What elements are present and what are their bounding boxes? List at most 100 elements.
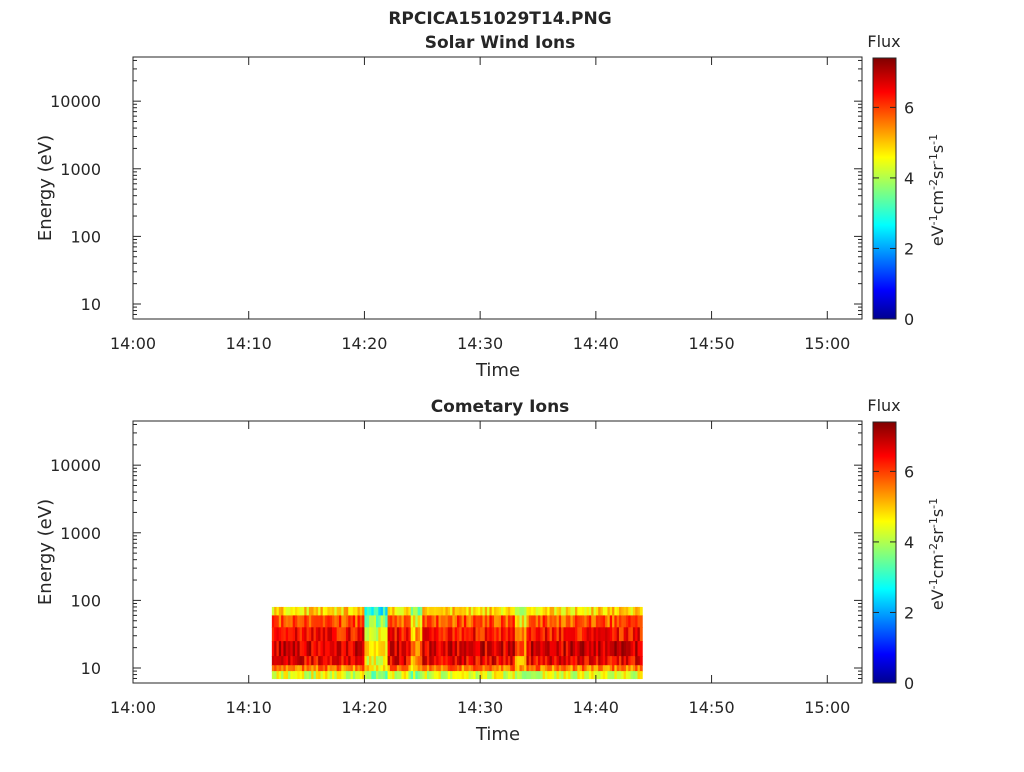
heatmap-cell [283,656,287,666]
heatmap-cell [623,671,627,680]
heatmap-cell [547,627,551,642]
heatmap-cell [477,641,481,657]
heatmap-cell [588,615,592,628]
heatmap-cell [503,615,507,628]
heatmap-cell [417,627,421,642]
heatmap-cell [563,656,567,666]
heatmap-cell [301,627,305,642]
heatmap-cell [466,606,470,616]
heatmap-cell [507,615,511,628]
heatmap-cell [538,627,541,642]
heatmap-cell [311,606,315,616]
heatmap-cell [468,606,472,616]
heatmap-cell [535,606,539,616]
heatmap-cell [507,665,511,672]
heatmap-cell [598,606,602,616]
heatmap-cell [635,606,639,616]
heatmap-cell [297,615,301,628]
heatmap-cell [609,671,613,680]
heatmap-cell [602,641,606,657]
heatmap-cell [410,665,414,672]
heatmap-cell [454,665,458,672]
heatmap-cell [325,615,328,628]
heatmap-cell [389,665,393,672]
heatmap-cell [299,606,303,616]
heatmap-cell [632,641,636,657]
heatmap-cell [297,656,301,666]
heatmap-cell [600,606,604,616]
heatmap-cell [306,606,310,616]
heatmap-cell [609,627,613,642]
heatmap-cell [554,656,558,666]
heatmap-cell [327,627,331,642]
heatmap-cell [443,665,447,672]
heatmap-cell [477,606,481,616]
heatmap-cell [565,665,569,672]
heatmap-cell [318,656,322,666]
heatmap-cell [538,606,541,616]
heatmap-cell [345,606,349,616]
heatmap-cell [554,606,558,616]
heatmap-cell [531,627,534,642]
heatmap-cell [614,606,618,616]
heatmap-cell [322,671,326,680]
heatmap-cell [369,656,372,666]
heatmap-cell [366,656,370,666]
heatmap-cell [572,627,576,642]
heatmap-cell [403,665,407,672]
heatmap-cell [345,641,349,657]
heatmap-cell [466,615,470,628]
heatmap-cell [371,671,375,680]
heatmap-cell [352,615,356,628]
heatmap-cell [558,671,562,680]
heatmap-cell [533,606,537,616]
heatmap-cell [598,656,602,666]
heatmap-cell [283,627,287,642]
heatmap-cell [600,656,604,666]
heatmap-cell [577,665,581,672]
heatmap-cell [487,606,490,616]
heatmap-cell [308,641,312,657]
x-tick-label: 14:50 [689,334,735,353]
heatmap-cell [380,656,384,666]
heatmap-cell [450,665,453,672]
heatmap-cell [445,656,449,666]
heatmap-cell [445,627,449,642]
heatmap-cell [494,656,497,666]
heatmap-cell [463,671,467,680]
heatmap-cell [514,627,518,642]
heatmap-cell [382,671,386,680]
heatmap-cell [406,615,409,628]
heatmap-cell [438,665,442,672]
heatmap-cell [271,665,275,672]
heatmap-cell [389,671,393,680]
heatmap-cell [371,627,375,642]
heatmap-cell [621,641,625,657]
heatmap-cell [595,627,599,642]
heatmap-cell [607,656,611,666]
heatmap-cell [480,671,484,680]
heatmap-cell [487,627,490,642]
heatmap-cell [440,606,444,616]
heatmap-cell [452,641,456,657]
x-axis-label: Time [475,360,520,381]
heatmap-cell [336,627,340,642]
heatmap-cell [352,641,356,657]
heatmap-cell [586,606,590,616]
heatmap-cell [357,615,361,628]
heatmap-cell [292,665,296,672]
heatmap-cell [431,615,435,628]
heatmap-cell [369,615,372,628]
x-tick-label: 15:00 [804,334,850,353]
heatmap-cell [500,665,504,672]
heatmap-cell [332,656,335,666]
heatmap-cell [635,665,639,672]
heatmap-cell [322,627,326,642]
heatmap-cell [362,615,366,628]
heatmap-cell [385,606,389,616]
heatmap-cell [450,615,453,628]
heatmap-cell [554,665,558,672]
heatmap-cell [304,656,308,666]
heatmap-cell [531,665,534,672]
heatmap-cell [521,656,525,666]
